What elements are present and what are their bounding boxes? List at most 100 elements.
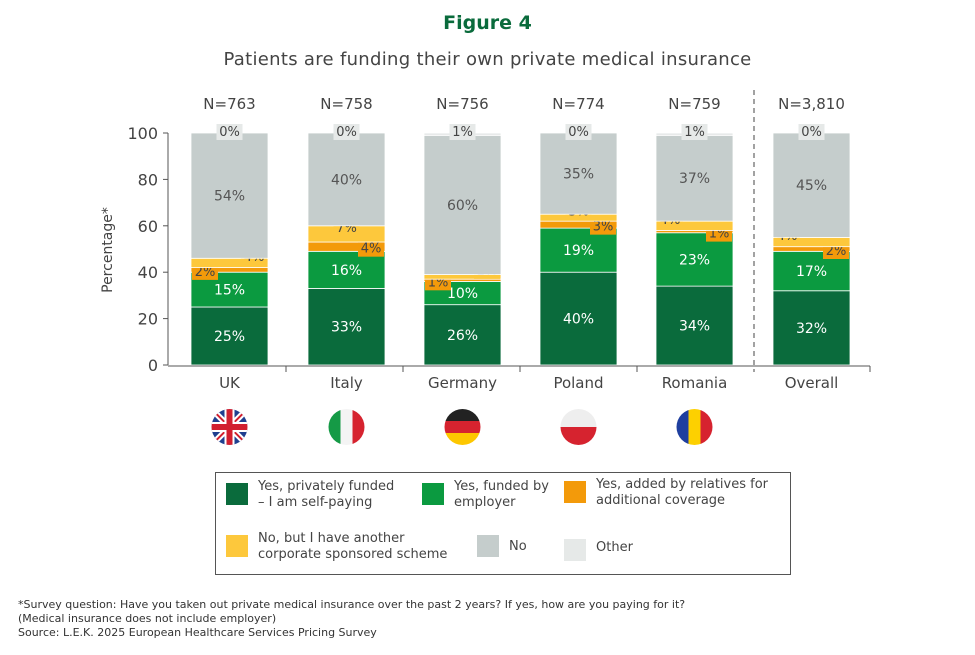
data-label: 16% bbox=[331, 263, 362, 279]
data-label: 40% bbox=[331, 172, 362, 188]
data-label: 37% bbox=[679, 171, 710, 187]
y-tick-label: 20 bbox=[138, 310, 158, 329]
data-label: 26% bbox=[447, 328, 478, 344]
bar-segment bbox=[772, 290, 851, 366]
data-label: 35% bbox=[563, 167, 594, 183]
category-label: Poland bbox=[553, 374, 603, 392]
legend: Yes, privately funded – I am self-paying … bbox=[215, 472, 791, 575]
data-label: 4% bbox=[361, 242, 382, 257]
data-label: 25% bbox=[214, 329, 245, 345]
data-label: 40% bbox=[563, 312, 594, 328]
footnote-question: *Survey question: Have you taken out pri… bbox=[18, 598, 686, 611]
bar-segment bbox=[423, 304, 502, 366]
data-label: 33% bbox=[331, 320, 362, 336]
data-label: 54% bbox=[214, 189, 245, 205]
bar-segment bbox=[423, 134, 502, 275]
data-label-bg bbox=[565, 124, 592, 140]
data-label: 1% bbox=[684, 125, 705, 140]
legend-text: No bbox=[509, 539, 527, 554]
data-label: 10% bbox=[447, 286, 478, 302]
data-label: 19% bbox=[563, 243, 594, 259]
bar-segment bbox=[190, 132, 269, 259]
legend-swatch bbox=[226, 483, 248, 505]
data-label-bg bbox=[681, 124, 708, 140]
data-label: 32% bbox=[796, 321, 827, 337]
bar-segment bbox=[190, 306, 269, 366]
legend-item-no: No bbox=[477, 531, 527, 557]
legend-text: Yes, added by relatives for bbox=[596, 477, 768, 492]
bar-segment bbox=[539, 227, 618, 273]
poland-flag-icon bbox=[560, 409, 597, 445]
legend-item-corporate: No, but I have another corporate sponsore… bbox=[226, 531, 447, 563]
y-tick-label: 80 bbox=[138, 170, 158, 189]
legend-text: – I am self-paying bbox=[258, 495, 373, 510]
uk-flag-icon bbox=[211, 409, 248, 445]
legend-text: Other bbox=[596, 540, 633, 555]
legend-item-other: Other bbox=[564, 535, 633, 561]
data-label: 60% bbox=[447, 198, 478, 214]
y-tick-label: 60 bbox=[138, 217, 158, 236]
legend-swatch bbox=[226, 535, 248, 557]
data-label: 0% bbox=[336, 125, 357, 140]
data-label: 3% bbox=[593, 220, 614, 235]
sample-size-label: N=774 bbox=[552, 95, 604, 113]
italy-flag-icon bbox=[328, 409, 365, 445]
y-tick-label: 100 bbox=[127, 124, 158, 143]
legend-item-employer: Yes, funded by employer bbox=[422, 479, 549, 511]
data-label-bg bbox=[590, 218, 616, 235]
legend-item-relatives: Yes, added by relatives for additional co… bbox=[564, 477, 768, 509]
bar-segment bbox=[655, 285, 734, 366]
data-label: 2% bbox=[195, 265, 216, 280]
data-label-bg bbox=[358, 240, 384, 257]
sample-size-label: N=758 bbox=[320, 95, 372, 113]
legend-swatch bbox=[422, 483, 444, 505]
y-tick-label: 40 bbox=[138, 263, 158, 282]
data-label-bg bbox=[798, 124, 825, 140]
data-label: 23% bbox=[679, 252, 710, 268]
legend-text: employer bbox=[454, 495, 516, 510]
category-label: UK bbox=[219, 374, 241, 392]
sample-size-label: N=759 bbox=[668, 95, 720, 113]
category-label: Germany bbox=[428, 374, 497, 392]
data-label: 34% bbox=[679, 319, 710, 335]
data-label: 0% bbox=[219, 125, 240, 140]
germany-flag-icon bbox=[444, 409, 481, 445]
legend-item-self-paying: Yes, privately funded – I am self-paying bbox=[226, 479, 394, 511]
sample-size-label: N=763 bbox=[203, 95, 255, 113]
category-label: Romania bbox=[662, 374, 728, 392]
data-label: 15% bbox=[214, 283, 245, 299]
sample-size-label: N=3,810 bbox=[778, 95, 845, 113]
category-label: Italy bbox=[330, 374, 363, 392]
data-label: 17% bbox=[796, 264, 827, 280]
data-label: 45% bbox=[796, 178, 827, 194]
footnote: *Survey question: Have you taken out pri… bbox=[18, 598, 685, 640]
legend-swatch bbox=[477, 535, 499, 557]
romania-flag-icon bbox=[676, 409, 713, 445]
legend-text: No, but I have another bbox=[258, 531, 405, 546]
data-label: 1% bbox=[452, 125, 473, 140]
legend-text: corporate sponsored scheme bbox=[258, 547, 448, 562]
data-label: 0% bbox=[801, 125, 822, 140]
category-label: Overall bbox=[785, 374, 839, 392]
data-label: 2% bbox=[826, 244, 847, 259]
data-label-bg bbox=[333, 124, 360, 140]
bar-segment bbox=[539, 271, 618, 366]
stacked-bar-chart: 0 20 40 60 80 100 Percentage* N=763 UK 25% 15% 2% 4%… bbox=[100, 90, 871, 445]
y-axis-label: Percentage* bbox=[100, 207, 116, 293]
figure-label: Figure 4 bbox=[443, 12, 532, 34]
legend-text: additional coverage bbox=[596, 493, 726, 508]
legend-text: Yes, funded by bbox=[454, 479, 549, 494]
y-tick-label: 0 bbox=[148, 356, 158, 375]
data-label-bg bbox=[216, 124, 243, 140]
legend-text: Yes, privately funded bbox=[258, 479, 395, 494]
bar-segment bbox=[655, 134, 734, 222]
bar-segment bbox=[655, 232, 734, 287]
legend-swatch bbox=[564, 481, 586, 503]
bar-segment bbox=[307, 250, 386, 289]
data-label: 0% bbox=[568, 125, 589, 140]
bar-segment bbox=[539, 132, 618, 215]
legend-swatch bbox=[564, 539, 586, 561]
chart-title: Patients are funding their own private m… bbox=[223, 49, 752, 70]
bar-segment bbox=[307, 132, 386, 227]
